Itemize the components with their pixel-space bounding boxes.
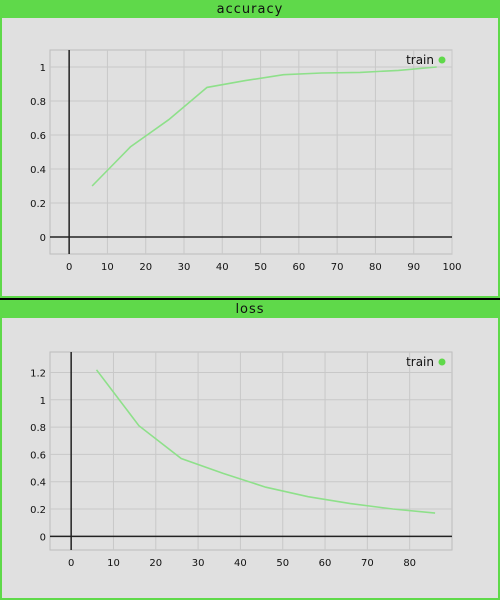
x-tick-label: 40 [234,558,247,569]
x-tick-label: 50 [276,558,289,569]
loss-panel: loss 0 10 20 30 40 50 60 70 80 0 0.2 0.4 0.6 0.8 1 1.2 t… [0,300,500,600]
accuracy-chart: 0 10 20 30 40 50 60 70 80 90 100 0 0.2 0.4 0.6 0.8 1 trai… [30,49,462,273]
plot-area [49,351,453,551]
x-tick-label: 0 [66,262,72,273]
y-tick-label: 1 [40,63,46,74]
legend-dot-icon [438,56,446,64]
x-tick-label: 70 [361,558,374,569]
x-tick-label: 30 [178,262,191,273]
y-tick-label: 0.2 [30,199,46,210]
x-tick-label: 80 [369,262,382,273]
legend-label: train [406,53,434,67]
y-tick-label: 0.6 [30,131,46,142]
x-tick-label: 10 [101,262,114,273]
x-tick-label: 70 [331,262,344,273]
y-tick-label: 0.2 [30,505,46,516]
y-tick-label: 0 [40,233,46,244]
x-tick-label: 90 [407,262,420,273]
y-tick-label: 0.8 [30,423,46,434]
y-tick-label: 1.2 [30,368,46,379]
x-tick-label: 60 [319,558,332,569]
x-tick-label: 20 [149,558,162,569]
plot-area [49,49,453,255]
y-tick-label: 0.6 [30,450,46,461]
accuracy-panel-title: accuracy [2,2,498,18]
x-tick-label: 20 [139,262,152,273]
loss-chart: 0 10 20 30 40 50 60 70 80 0 0.2 0.4 0.6 0.8 1 1.2 train [30,351,453,569]
y-tick-label: 0 [40,532,46,543]
y-tick-label: 0.8 [30,97,46,108]
series-line-train [91,66,437,187]
x-tick-label: 80 [403,558,416,569]
series-line-train [95,369,436,514]
legend-label: train [406,355,434,369]
loss-panel-title: loss [2,302,498,318]
x-tick-label: 0 [68,558,74,569]
legend-dot-icon [438,358,446,366]
y-tick-label: 0.4 [30,478,46,489]
x-tick-label: 10 [107,558,120,569]
x-tick-label: 30 [192,558,205,569]
x-tick-label: 40 [216,262,229,273]
x-tick-label: 50 [254,262,267,273]
x-tick-label: 60 [292,262,305,273]
x-tick-label: 100 [442,262,461,273]
y-tick-label: 1 [40,396,46,407]
accuracy-panel: accuracy 0 10 20 30 40 50 60 70 80 90 100 0 0.2 0.4 0.… [0,0,500,298]
y-tick-label: 0.4 [30,165,46,176]
